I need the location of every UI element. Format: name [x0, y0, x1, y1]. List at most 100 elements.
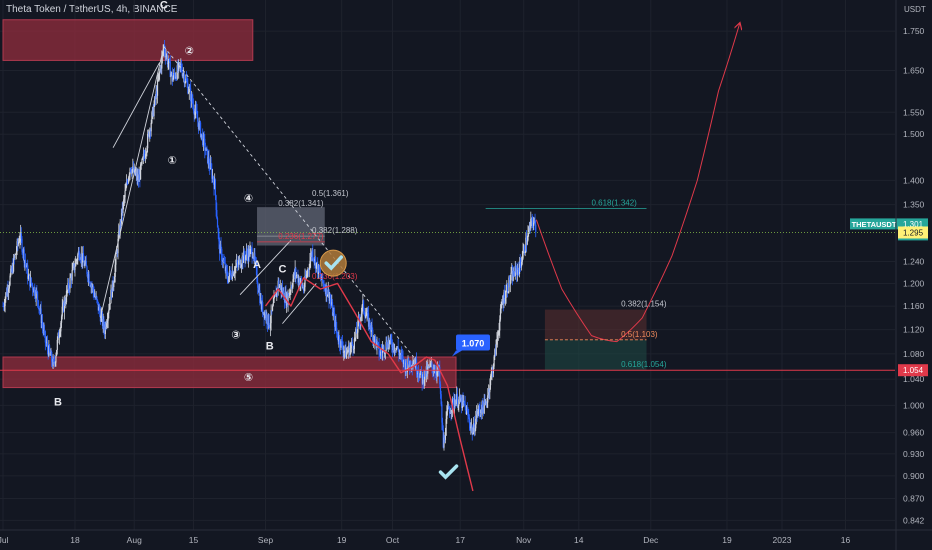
candle-body [132, 166, 134, 170]
x-tick-label: 2023 [773, 535, 792, 545]
price-callout [456, 334, 491, 351]
candle-body [57, 333, 59, 340]
candle-body [165, 55, 167, 58]
candle-body [120, 221, 122, 224]
candle-body [422, 374, 424, 384]
candle-body [475, 411, 478, 419]
candle-body [162, 50, 164, 53]
candle-body [202, 133, 204, 146]
candle-body [63, 300, 65, 312]
candle-body [400, 352, 402, 355]
candle-body [20, 232, 22, 239]
candle-body [364, 314, 366, 318]
candle-body [181, 70, 183, 76]
candle-body [473, 422, 475, 433]
candle-body [61, 306, 63, 317]
candle-body [374, 335, 376, 343]
candle-body [89, 282, 91, 285]
candle-body [308, 268, 310, 270]
candle-body [85, 260, 87, 267]
candle-body [457, 405, 459, 407]
candle-body [449, 409, 451, 414]
price-callout-pointer [452, 350, 463, 357]
candle-body [186, 80, 188, 84]
candle-body [135, 172, 137, 174]
candle-body [310, 254, 312, 261]
candle-body [288, 292, 291, 296]
candle-body [506, 285, 508, 291]
y-tick-label: 1.160 [903, 301, 925, 311]
x-tick-label: Oct [386, 535, 400, 545]
candle-body [56, 350, 58, 356]
y-tick-label: 1.650 [903, 65, 925, 75]
candle-body [340, 339, 342, 348]
candle-body [23, 249, 25, 263]
candle-body [439, 384, 442, 395]
red-wave-path [264, 277, 474, 492]
candle-body [51, 351, 53, 362]
candle-body [15, 251, 18, 255]
candle-body [360, 313, 363, 318]
candle-body [300, 279, 302, 284]
candle-body [182, 74, 184, 76]
candle-body [88, 274, 90, 283]
candle-body [145, 152, 147, 155]
candle-body [341, 341, 344, 348]
candle-body [226, 271, 228, 280]
candle-body [147, 134, 149, 149]
candle-body [314, 256, 317, 269]
check-icon [438, 464, 459, 480]
x-tick-label: 18 [70, 535, 80, 545]
candle-body [353, 338, 355, 349]
candle-body [366, 312, 368, 316]
candle-body [32, 289, 34, 293]
candle-body [62, 303, 64, 307]
candle-body [154, 97, 156, 106]
candle-body [214, 179, 216, 189]
candle-body [504, 292, 506, 302]
candle-body [76, 260, 78, 261]
candle-body [501, 304, 503, 306]
candle-body [70, 276, 73, 281]
candle-body [116, 251, 118, 254]
candle-body [480, 412, 482, 413]
candle-body [92, 286, 94, 292]
candle-body [213, 181, 215, 189]
fib-level-label: 0.5(1.361) [312, 189, 349, 198]
candle-body [332, 312, 334, 316]
candle-body [77, 250, 80, 255]
candle-body [120, 208, 123, 224]
candle-body [17, 241, 19, 245]
fib-level-label: 0.382(1.288) [312, 226, 358, 235]
candle-body [422, 374, 425, 384]
candle-body [420, 369, 423, 375]
candle-body [143, 153, 145, 156]
candle-body [522, 250, 524, 259]
candle-body [462, 397, 464, 402]
candle-body [252, 257, 255, 260]
candle-body [24, 260, 26, 263]
y-tick-label: 1.750 [903, 26, 925, 36]
candle-body [72, 266, 74, 270]
candle-body [444, 435, 447, 440]
candle-body [161, 56, 163, 69]
candle-body [461, 397, 463, 409]
candle-body [191, 94, 193, 102]
candle-body [510, 272, 512, 281]
candle-body [489, 376, 492, 386]
y-tick-label: 1.400 [903, 175, 925, 185]
support-price-tag [898, 364, 928, 377]
candle-body [111, 280, 113, 298]
candle-body [102, 319, 104, 326]
candle-body [124, 190, 126, 198]
candle-body [179, 62, 181, 66]
candle-body [272, 303, 274, 306]
candle-body [204, 150, 207, 152]
candle-body [375, 339, 377, 348]
chart-title: Theta Token / TetherUS, 4h, BINANCE [6, 4, 178, 15]
x-tick-label: 19 [722, 535, 732, 545]
candle-body [228, 276, 230, 282]
candle-body [505, 290, 507, 299]
candle-body [39, 308, 41, 311]
